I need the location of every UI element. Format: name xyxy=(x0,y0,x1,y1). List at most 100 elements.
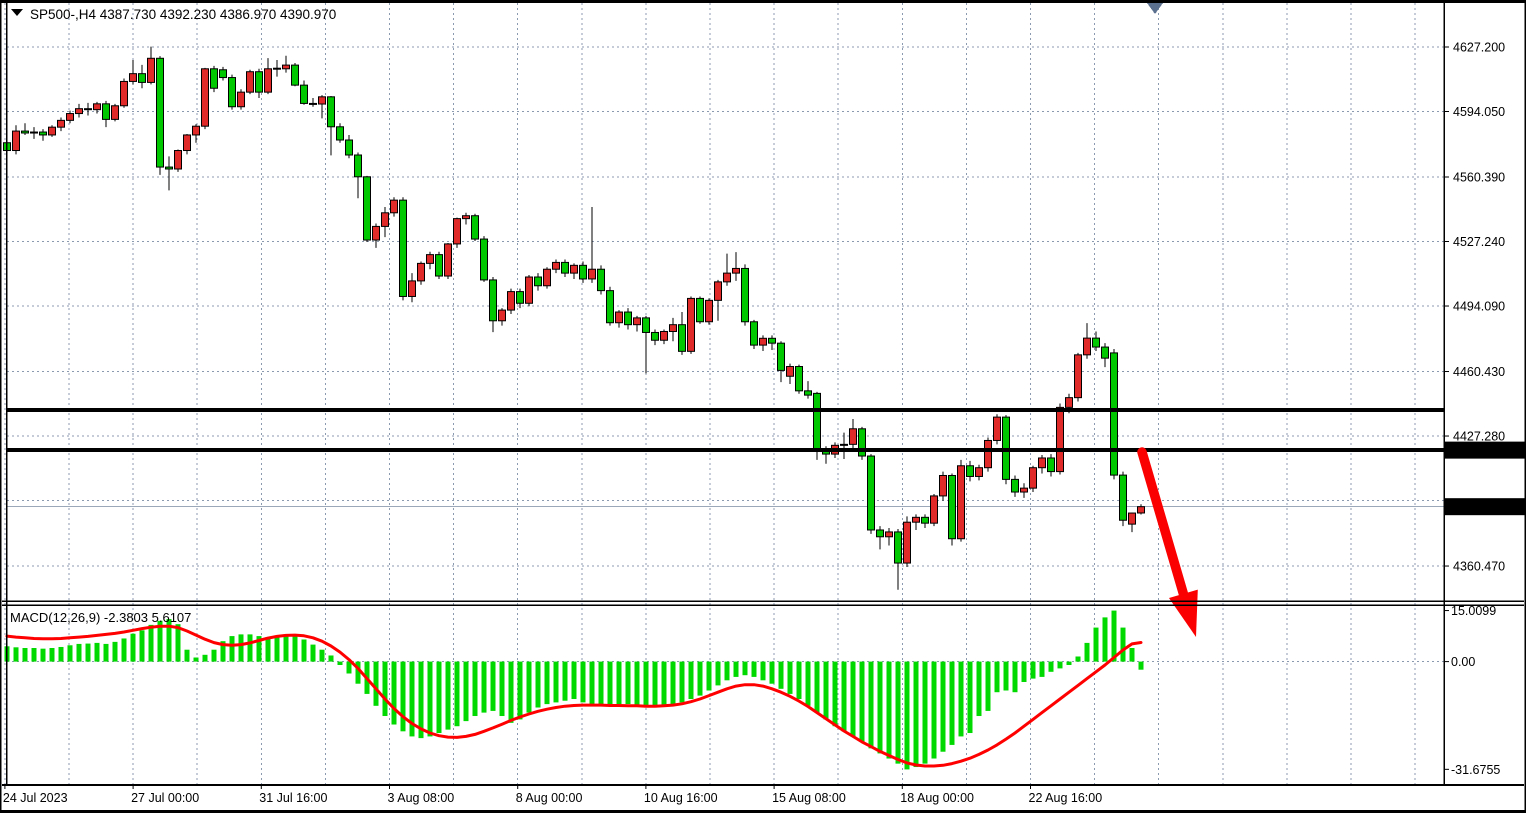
bull-candle xyxy=(147,57,155,83)
macd-bar xyxy=(157,620,163,662)
price-badge-label: 4390.970 xyxy=(1451,500,1503,514)
price-axis[interactable]: 4627.200 4594.050 4560.390 4527.240 4494.090… xyxy=(1444,41,1525,777)
price-axis-label: 4427.280 xyxy=(1453,430,1505,444)
time-axis-label: 31 Jul 16:00 xyxy=(259,791,327,805)
macd-bar xyxy=(229,636,235,662)
macd-bar xyxy=(553,661,559,703)
bull-candle xyxy=(30,131,38,134)
bear-candle xyxy=(678,324,686,352)
macd-bar xyxy=(832,661,838,727)
price-axis-label: 4460.430 xyxy=(1453,365,1505,379)
macd-bar xyxy=(427,661,433,737)
macd-bar xyxy=(787,661,793,694)
bull-candle xyxy=(786,366,794,377)
macd-bar xyxy=(1012,661,1018,693)
macd-bar xyxy=(643,661,649,708)
bear-candle xyxy=(1047,457,1055,473)
bull-candle xyxy=(633,317,641,326)
bear-candle xyxy=(273,67,281,70)
time-axis-label: 15 Aug 08:00 xyxy=(772,791,846,805)
bear-candle xyxy=(858,428,866,457)
bear-candle xyxy=(777,342,785,371)
macd-bar xyxy=(409,661,415,737)
price-axis-label: 4594.050 xyxy=(1453,105,1505,119)
macd-bar xyxy=(247,634,253,662)
bear-candle xyxy=(804,390,812,396)
bull-candle xyxy=(1137,506,1145,514)
bull-candle xyxy=(1029,467,1037,489)
macd-bar xyxy=(355,661,361,684)
macd-bar xyxy=(184,649,190,662)
macd-bar xyxy=(373,661,379,706)
bear-candle xyxy=(156,57,164,168)
macd-bar xyxy=(310,644,316,662)
macd-bar xyxy=(679,661,685,703)
bull-candle xyxy=(318,96,326,105)
bear-candle xyxy=(399,199,407,297)
bear-candle xyxy=(741,267,749,323)
bear-candle xyxy=(354,154,362,178)
bear-candle xyxy=(624,311,632,326)
bear-candle xyxy=(876,529,884,538)
bull-candle xyxy=(669,324,677,332)
macd-bar xyxy=(1066,661,1072,666)
bull-candle xyxy=(426,254,434,264)
price-axis-label: 4494.090 xyxy=(1453,300,1505,314)
macd-bar xyxy=(391,661,397,725)
time-axis-label: 8 Aug 00:00 xyxy=(516,791,583,805)
macd-bar xyxy=(265,637,271,662)
macd-bar xyxy=(1039,661,1045,677)
bull-candle xyxy=(939,474,947,497)
bear-candle xyxy=(255,71,263,93)
bull-candle xyxy=(885,531,893,538)
macd-bar xyxy=(193,657,199,662)
bear-candle xyxy=(642,317,650,333)
symbol-dropdown-icon[interactable] xyxy=(11,9,23,16)
bull-candle xyxy=(984,439,992,469)
bear-candle xyxy=(597,268,605,292)
bear-candle xyxy=(300,84,308,104)
bull-candle xyxy=(903,521,911,564)
bear-candle xyxy=(1092,337,1100,348)
bear-candle xyxy=(219,69,227,79)
macd-bar xyxy=(697,661,703,696)
bear-candle xyxy=(210,68,218,89)
macd-bar xyxy=(958,661,964,737)
bull-candle xyxy=(849,428,857,445)
macd-bar xyxy=(1021,661,1027,683)
bull-candle xyxy=(264,68,272,93)
bear-candle xyxy=(561,261,569,274)
macd-bar xyxy=(796,661,802,700)
time-axis[interactable]: 24 Jul 2023 27 Jul 00:00 31 Jul 16:00 3 Aug… xyxy=(3,785,1102,805)
macd-bar xyxy=(463,661,469,722)
macd-bar xyxy=(85,643,91,662)
bull-candle xyxy=(525,276,533,304)
time-axis-label: 10 Aug 16:00 xyxy=(644,791,718,805)
candlestick-series[interactable] xyxy=(3,46,1145,590)
symbol-ohlc-text: SP500-,H4 4387.730 4392.230 4386.970 439… xyxy=(30,7,336,22)
macd-bar xyxy=(967,661,973,734)
macd-histogram[interactable] xyxy=(4,610,1144,770)
macd-bar xyxy=(130,633,136,662)
bull-candle xyxy=(840,443,848,446)
macd-bar xyxy=(904,661,910,770)
macd-bar xyxy=(769,661,775,684)
macd-bar xyxy=(1102,617,1108,662)
macd-bar xyxy=(931,661,937,759)
bull-candle xyxy=(687,297,695,352)
macd-bar xyxy=(544,661,550,705)
macd-bar xyxy=(742,661,748,676)
chart-shift-marker-icon[interactable] xyxy=(1147,3,1163,14)
macd-bar xyxy=(526,661,532,713)
bull-candle xyxy=(192,125,200,136)
macd-bar xyxy=(535,661,541,708)
arrow-shaft[interactable] xyxy=(1137,447,1189,599)
bull-candle xyxy=(993,416,1001,441)
bull-candle xyxy=(1074,354,1082,399)
macd-bar xyxy=(418,661,424,739)
macd-bar xyxy=(751,661,757,677)
horizontal-level-lines[interactable] xyxy=(7,408,1444,453)
macd-bar xyxy=(31,647,37,662)
